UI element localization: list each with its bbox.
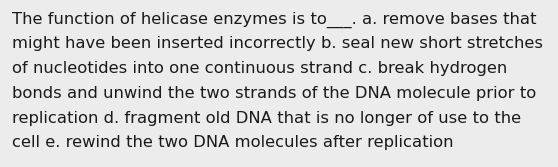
Text: bonds and unwind the two strands of the DNA molecule prior to: bonds and unwind the two strands of the … bbox=[12, 86, 537, 101]
Text: might have been inserted incorrectly b. seal new short stretches: might have been inserted incorrectly b. … bbox=[12, 36, 543, 51]
Text: The function of helicase enzymes is to___. a. remove bases that: The function of helicase enzymes is to__… bbox=[12, 12, 537, 28]
Text: of nucleotides into one continuous strand c. break hydrogen: of nucleotides into one continuous stran… bbox=[12, 61, 508, 76]
Text: replication d. fragment old DNA that is no longer of use to the: replication d. fragment old DNA that is … bbox=[12, 111, 521, 126]
Text: cell e. rewind the two DNA molecules after replication: cell e. rewind the two DNA molecules aft… bbox=[12, 135, 454, 150]
